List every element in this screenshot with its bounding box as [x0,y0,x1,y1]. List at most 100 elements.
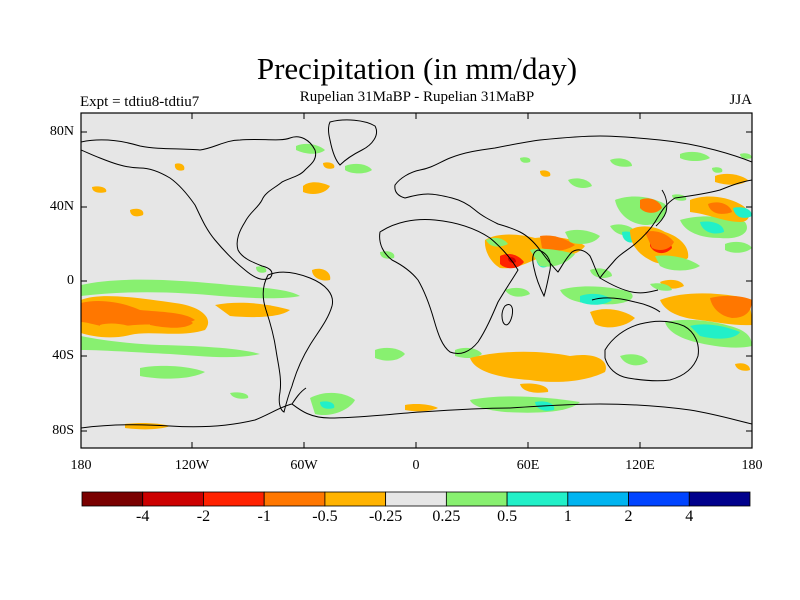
coastline-india [532,249,551,298]
anomaly-patch [733,207,752,218]
anomaly-patch [680,151,710,161]
anomaly-patch [690,324,740,339]
anomaly-patch [708,202,732,214]
anomaly-patch [610,158,632,167]
colorbar-box [203,491,265,507]
anomaly-layer [81,143,752,430]
coastline-south-america [262,271,334,413]
anomaly-patch [715,173,748,185]
anomaly-patch [150,316,193,328]
coastline-north-america [81,136,317,280]
colorbar-label: 4 [685,508,694,525]
colorbar-label: -0.25 [368,508,403,525]
anomaly-patch [710,295,752,318]
anomaly-patch [568,178,592,188]
anomaly-patch [323,162,335,169]
coastline-antarctic-peninsula [291,387,307,405]
anomaly-patch [100,323,135,333]
coastline-antarctica [81,403,752,429]
coastline-madagascar [501,303,513,326]
x-label-180w: 180 [70,458,92,473]
colorbar-label: 1 [563,508,572,525]
anomaly-patch [565,229,600,244]
anomaly-patch [640,198,662,213]
season-label: JJA [729,92,752,108]
anomaly-patch [655,255,700,271]
colorbar-box [688,491,751,507]
anomaly-patch [303,182,330,194]
colorbar-label: -0.5 [312,508,338,525]
coastline-australia [604,320,699,382]
anomaly-patch [296,143,325,154]
y-label-80n: 80N [49,124,74,139]
anomaly-patch [505,287,530,297]
coastline-greenland [328,119,377,166]
x-label-60w: 60W [290,458,318,473]
anomaly-patch [645,231,674,250]
colorbar-box [628,491,690,507]
x-label-120e: 120E [625,458,655,473]
colorbar-box [506,491,569,507]
coastlines [81,119,752,429]
colorbar-box [567,491,629,507]
anomaly-patch [740,153,752,159]
colorbar-box [324,491,387,507]
anomaly-patch [540,170,551,177]
anomaly-patch [81,336,260,358]
coastline-southeast-asia [599,277,659,294]
y-label-80s: 80S [52,423,74,438]
coastline-indonesia [591,297,661,313]
anomaly-patch [486,237,508,247]
anomaly-patch [520,383,549,393]
anomaly-patch [725,241,752,253]
anomaly-patch [405,404,438,412]
colorbar-label: -2 [196,508,211,525]
map-background [81,113,752,448]
colorbar-label: -4 [136,508,150,525]
anomaly-patch [174,163,185,171]
anomaly-patch [215,302,290,318]
anomaly-patch [230,392,249,399]
y-label-40s: 40S [52,348,74,363]
x-label-0: 0 [412,458,420,473]
anomaly-patch [345,163,372,174]
colorbar-label: -1 [257,508,271,525]
experiment-label: Expt = tdtiu8-tdtiu7 [80,94,200,110]
anomaly-patch [81,339,95,349]
anomaly-patch [130,208,144,217]
anomaly-patch [375,347,405,361]
colorbar-box [445,491,508,507]
colorbar-box [142,491,204,507]
colorbar-label: 0.25 [432,508,461,525]
y-label-0: 0 [67,273,74,288]
anomaly-patch [520,157,531,163]
anomaly-patch [312,268,331,281]
coastline-africa [379,219,519,355]
anomaly-patch [548,237,559,247]
anomaly-patch [735,363,750,371]
anomaly-patch [92,186,107,193]
anomaly-patch [650,283,672,291]
colorbar-box [385,491,447,507]
anomaly-patch [590,268,612,278]
colorbar-label: 2 [624,508,633,525]
y-label-40n: 40N [49,199,74,214]
anomaly-patch [470,351,606,382]
anomaly-patch [700,221,724,234]
anomaly-patch [590,309,635,328]
x-label-60e: 60E [516,458,540,473]
anomaly-patch [256,266,267,273]
anomaly-patch [140,365,205,379]
anomaly-patch [455,347,482,358]
x-label-180e: 180 [741,458,763,473]
anomaly-patch [81,279,300,299]
map-subtitle: Rupelian 31MaBP - Rupelian 31MaBP [299,89,535,105]
anomaly-patch [620,354,648,366]
map-title: Precipitation (in mm/day) [256,51,578,86]
colorbar-box [263,491,326,507]
axis-ticks [81,113,752,448]
coastline-japan [655,189,668,227]
x-label-120w: 120W [174,458,210,473]
anomaly-patch [712,167,723,173]
